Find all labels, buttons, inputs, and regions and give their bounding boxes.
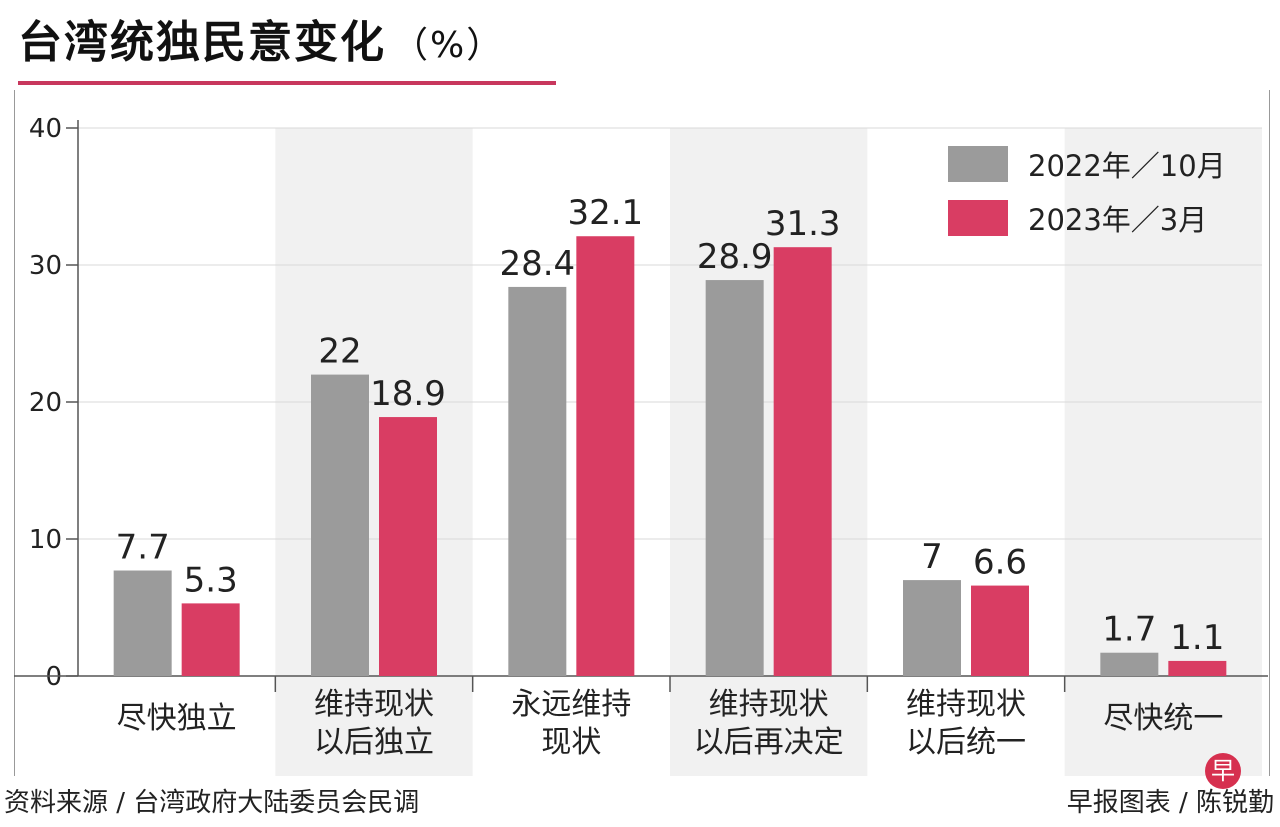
category-label: 尽快统一 [1103, 701, 1223, 736]
zaobao-logo: 早 [1205, 753, 1241, 789]
bar-2023 [379, 417, 437, 676]
title-unit: （%） [392, 25, 505, 66]
category-label: 维持现状 [709, 687, 829, 722]
bar-2023 [576, 236, 635, 677]
title-text: 台湾统独民意变化 [18, 17, 386, 68]
y-tick-label: 40 [29, 114, 62, 144]
y-tick-label: 0 [45, 662, 62, 692]
value-label: 7.7 [116, 528, 170, 568]
category-label: 尽快独立 [117, 701, 237, 736]
bar-2022 [311, 374, 369, 676]
category-label: 维持现状 [906, 687, 1026, 722]
value-label: 31.3 [765, 204, 841, 244]
value-label: 22 [318, 332, 361, 372]
value-label: 6.6 [973, 543, 1027, 583]
bar-2023 [773, 247, 832, 676]
category-band [670, 128, 868, 776]
value-label: 5.3 [184, 560, 238, 600]
category-band [275, 128, 473, 776]
legend-label: 2023年／3月 [1028, 203, 1207, 237]
value-label: 28.9 [697, 237, 773, 277]
value-label: 7 [921, 537, 943, 577]
title-underline [18, 81, 556, 85]
legend-label: 2022年／10月 [1028, 149, 1226, 183]
category-label: 维持现状 [314, 687, 434, 722]
y-tick-label: 20 [29, 388, 62, 418]
category-label: 现状 [541, 725, 601, 760]
category-label: 永远维持 [511, 687, 631, 722]
bar-2023 [181, 603, 240, 676]
category-label: 以后独立 [314, 725, 434, 760]
value-label: 28.4 [499, 244, 575, 284]
credit-note: 早报图表 / 陈锐勤 [1066, 788, 1274, 818]
bar-2022 [705, 280, 764, 676]
bar-2023 [971, 585, 1029, 676]
legend-swatch [948, 146, 1008, 182]
bar-2022 [508, 286, 567, 676]
category-band [1064, 128, 1262, 776]
value-label: 18.9 [370, 374, 446, 414]
plot-border [14, 90, 1270, 776]
bar-2022 [113, 570, 172, 676]
chart-title: 台湾统独民意变化 （%） [18, 6, 504, 70]
value-label: 1.7 [1102, 610, 1156, 650]
legend-swatch [948, 200, 1008, 236]
category-label: 以后再决定 [694, 725, 844, 760]
y-tick-label: 30 [29, 251, 62, 281]
source-note: 资料来源 / 台湾政府大陆委员会民调 [4, 788, 420, 818]
value-label: 32.1 [567, 193, 643, 233]
value-label: 1.1 [1170, 618, 1224, 658]
bar-2022 [903, 580, 961, 676]
bar-2022 [1100, 652, 1159, 676]
y-tick-label: 10 [29, 525, 62, 555]
category-label: 以后统一 [906, 725, 1026, 760]
bar-2023 [1168, 660, 1227, 676]
